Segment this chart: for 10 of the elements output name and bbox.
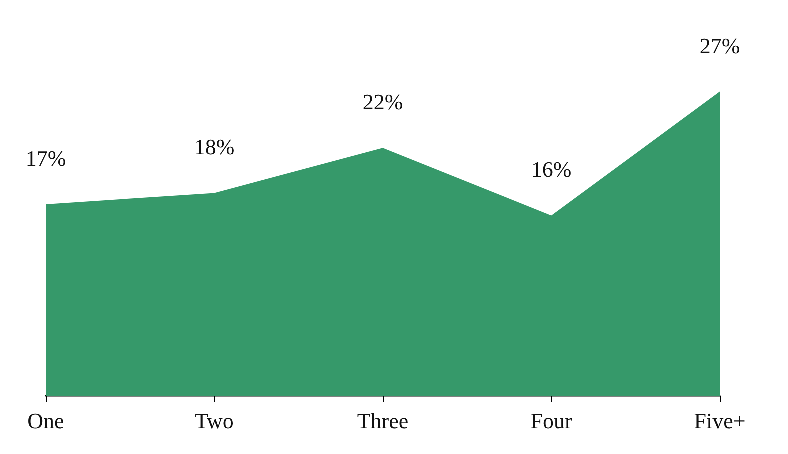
- data-label: 16%: [531, 157, 572, 182]
- x-tick-label: Three: [357, 408, 409, 434]
- x-tick-label: One: [28, 408, 64, 434]
- data-label: 17%: [26, 146, 66, 171]
- x-tick-label: Two: [195, 408, 234, 434]
- data-label: 22%: [362, 90, 404, 115]
- x-tick-label: Five+: [694, 408, 746, 434]
- x-tick-label: Four: [530, 408, 573, 434]
- data-label: 27%: [700, 33, 740, 58]
- data-label: 18%: [194, 134, 235, 160]
